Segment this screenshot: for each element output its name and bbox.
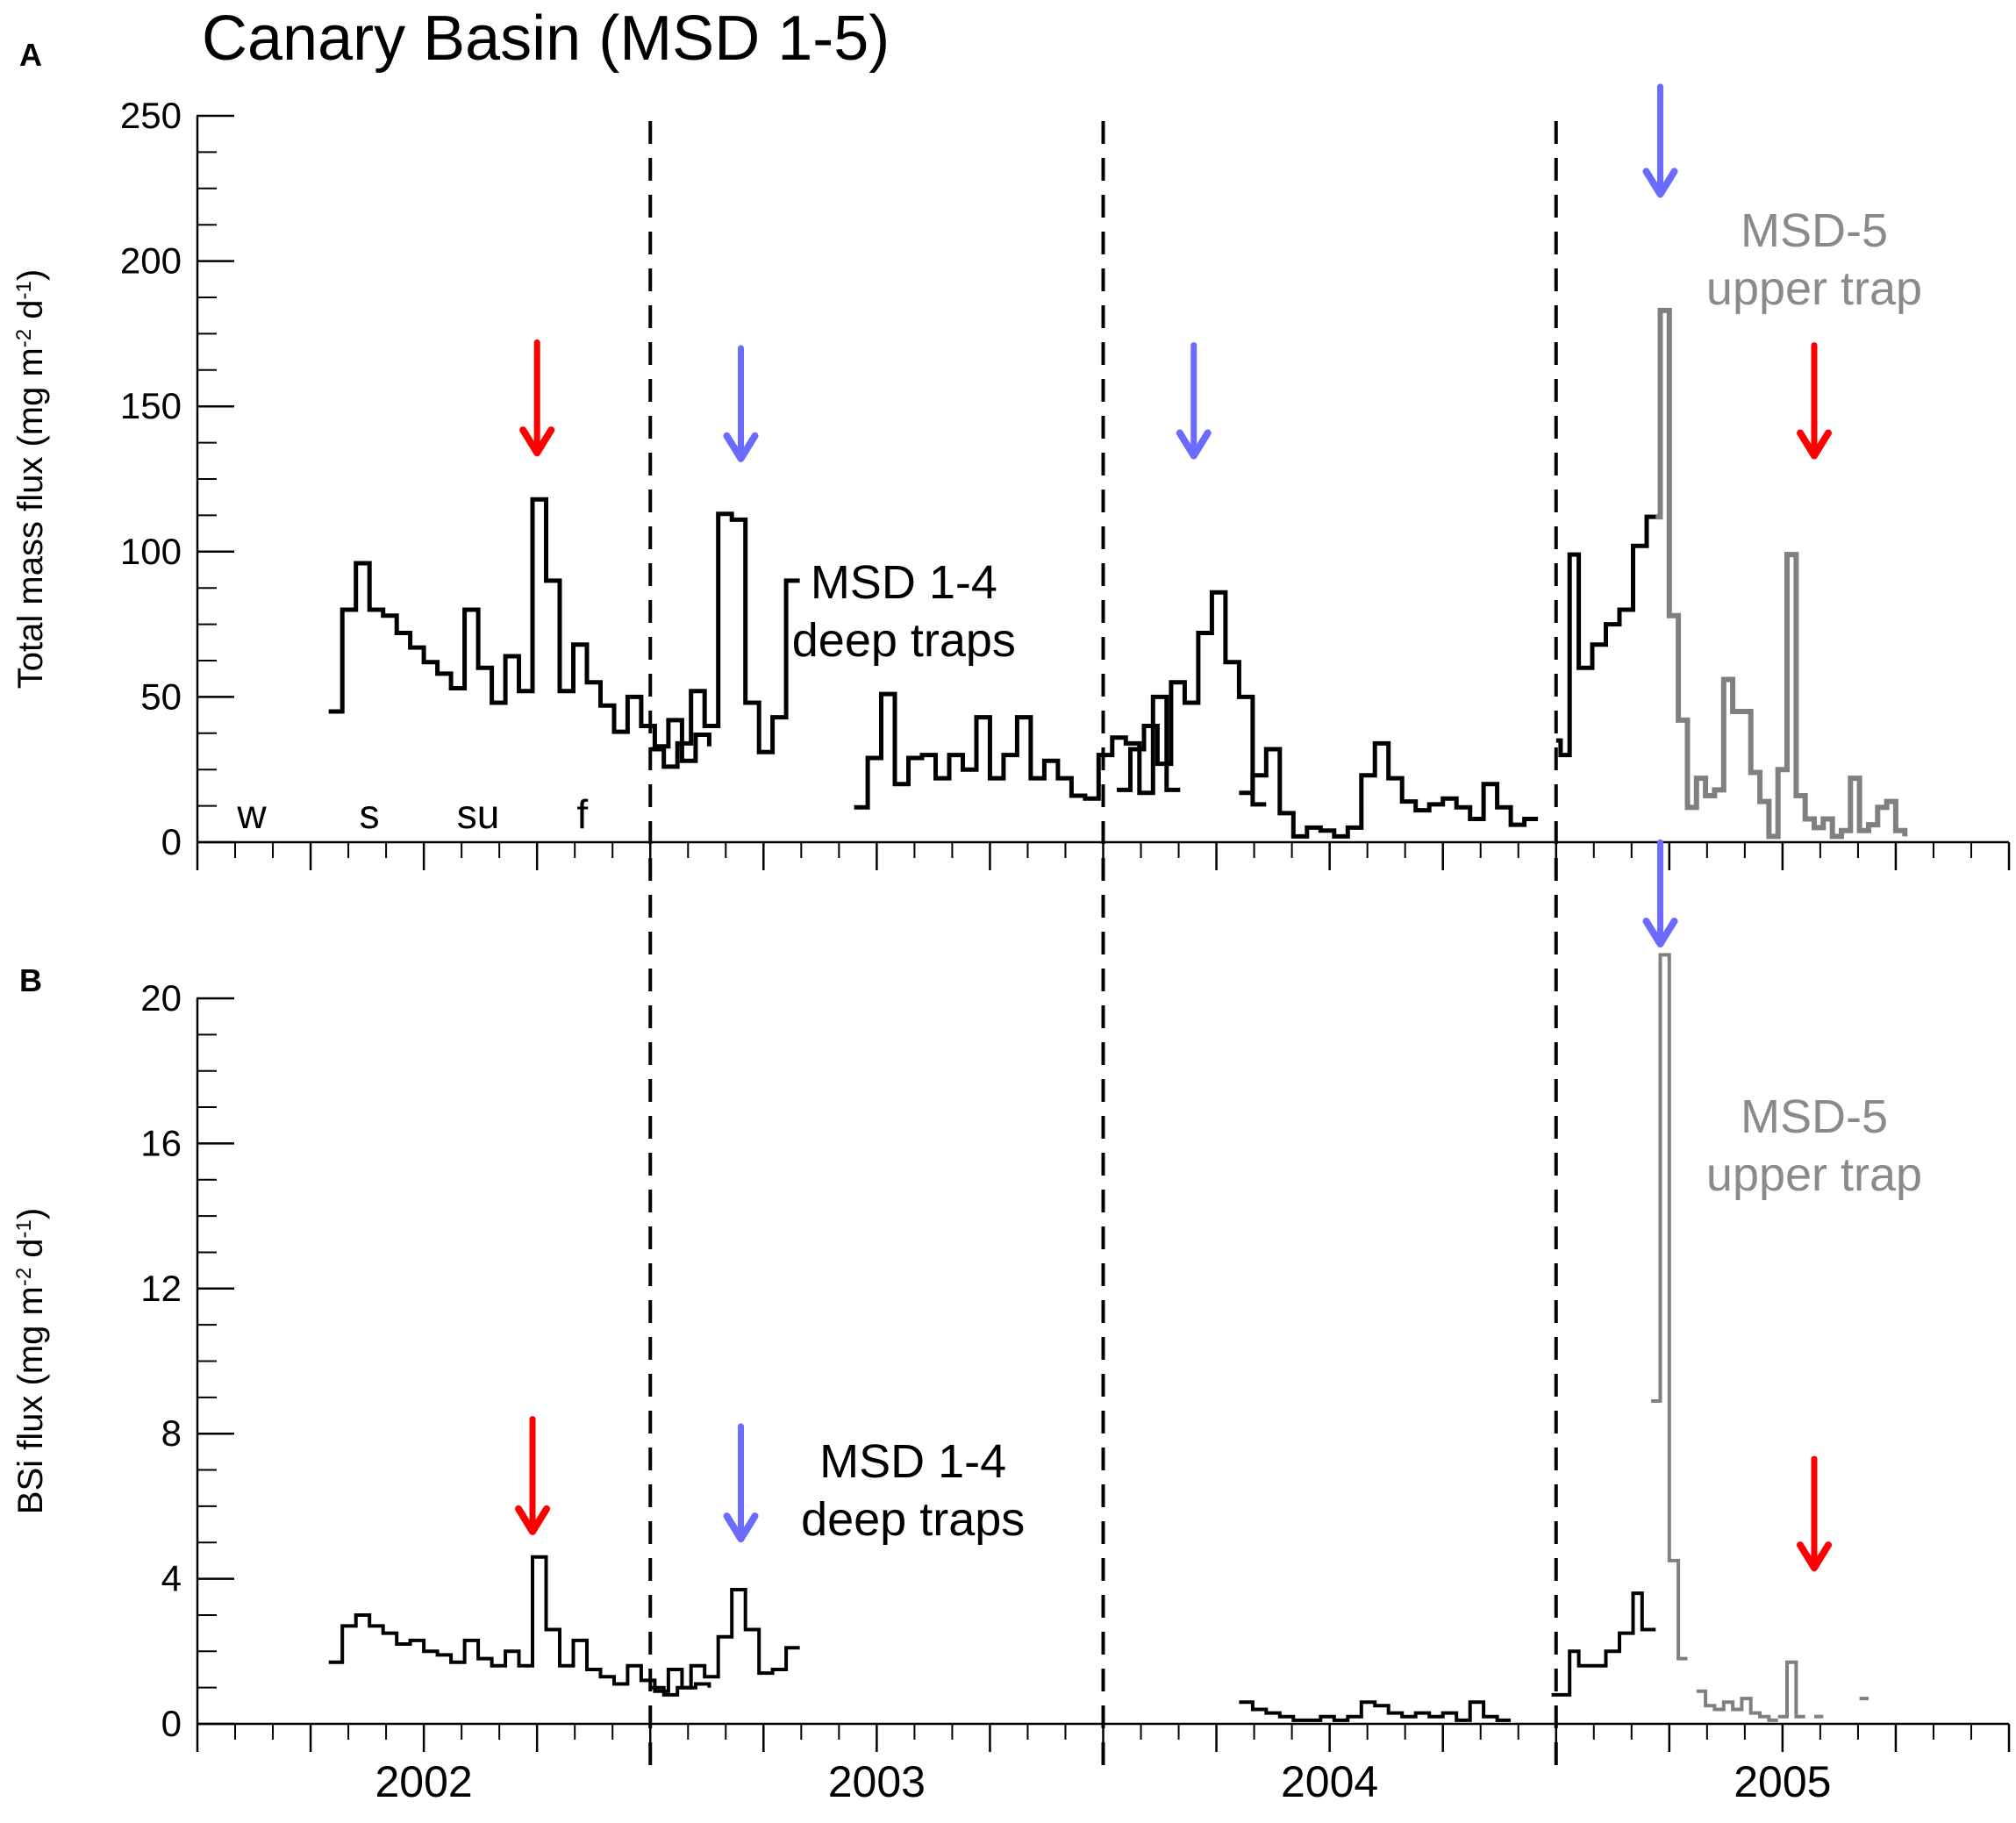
series-msd-5-upper-trap xyxy=(1651,953,1869,1722)
blue-arrow-b xyxy=(1642,839,1678,947)
x-tick-label-year: 2005 xyxy=(1734,1757,1831,1806)
series-msd-1-4-deep-traps xyxy=(328,1555,1656,1722)
red-arrow-b xyxy=(1797,1455,1833,1572)
panel-a: A 0 50 100 150 200 250 Total mass flux (mg m-2 … xyxy=(11,37,2011,870)
panel-b: B 0 4 8 12 16 20 BSi flux (mg m-2 d-1) MSD 1-4de… xyxy=(11,839,2011,1752)
y-tick-label: 100 xyxy=(120,531,182,572)
series-segment xyxy=(1777,1660,1805,1719)
series-segment xyxy=(328,497,711,763)
series-label: upper trap xyxy=(1706,1148,1922,1201)
series-segment xyxy=(1655,307,1908,840)
series-label: upper trap xyxy=(1706,262,1922,315)
blue-arrow-a xyxy=(1176,342,1212,460)
series-segment xyxy=(650,511,800,769)
series-segment xyxy=(650,1588,800,1697)
series-segment xyxy=(328,1555,711,1693)
series-label: deep traps xyxy=(801,1493,1025,1546)
blue-arrow-a xyxy=(1642,83,1678,198)
series-label: MSD 1-4 xyxy=(819,1435,1006,1488)
y-tick-label: 4 xyxy=(161,1558,182,1599)
series-segment xyxy=(1696,1689,1778,1722)
series-label: MSD-5 xyxy=(1741,1090,1888,1143)
series-msd-5-upper-trap xyxy=(1655,307,1908,840)
x-tick-label-year: 2004 xyxy=(1281,1757,1378,1806)
series-segment xyxy=(1239,1700,1512,1722)
blue-arrow-b-head xyxy=(1642,917,1678,947)
series-segment xyxy=(1117,590,1267,807)
series-segment xyxy=(854,691,1181,810)
red-arrow-b-head xyxy=(1797,1541,1833,1572)
blue-arrow-a-head xyxy=(1642,168,1678,198)
blue-arrow-a xyxy=(723,345,759,462)
series-segment xyxy=(1551,1591,1656,1697)
series-label: MSD 1-4 xyxy=(811,556,997,609)
y-tick-label: 0 xyxy=(161,821,182,862)
panel-label-b: B xyxy=(19,962,42,998)
y-axis-label-a: Total mass flux (mg m-2 d-1) xyxy=(11,269,50,689)
blue-arrow-b xyxy=(723,1423,759,1543)
season-label: su xyxy=(457,791,500,837)
season-label: w xyxy=(236,791,267,837)
blue-arrow-a-head xyxy=(1176,429,1212,460)
season-label: f xyxy=(576,791,588,837)
y-tick-label: 150 xyxy=(120,385,182,426)
red-arrow-b xyxy=(515,1416,551,1535)
series-label: MSD-5 xyxy=(1741,204,1888,257)
blue-arrow-a-head xyxy=(723,432,759,462)
series-msd-1-4-deep-traps xyxy=(328,497,1661,839)
y-tick-label: 250 xyxy=(120,95,182,136)
y-tick-label: 8 xyxy=(161,1412,182,1454)
series-segment xyxy=(1239,740,1539,839)
y-tick-label: 0 xyxy=(161,1703,182,1744)
series-segment xyxy=(1555,514,1661,758)
red-arrow-b-head xyxy=(515,1505,551,1535)
season-label: s xyxy=(360,791,380,837)
x-tick-label-year: 2003 xyxy=(828,1757,926,1806)
x-tick-label-year: 2002 xyxy=(375,1757,473,1806)
red-arrow-a xyxy=(1797,342,1833,460)
y-tick-label: 50 xyxy=(140,676,182,717)
y-tick-label: 16 xyxy=(140,1122,182,1163)
series-label: deep traps xyxy=(792,614,1016,667)
y-tick-label: 20 xyxy=(140,977,182,1019)
y-axis-label-b: BSi flux (mg m-2 d-1) xyxy=(11,1208,50,1514)
red-arrow-a-head xyxy=(519,426,555,457)
y-tick-label: 12 xyxy=(140,1268,182,1309)
panel-label-a: A xyxy=(19,37,42,73)
chart-title: Canary Basin (MSD 1-5) xyxy=(202,4,890,74)
blue-arrow-b-head xyxy=(723,1512,759,1543)
shared-annotations: w s su f 2002 2003 2004 2005 xyxy=(236,121,1831,1806)
series-segment xyxy=(1651,953,1688,1661)
red-arrow-a xyxy=(519,339,555,457)
y-tick-label: 200 xyxy=(120,240,182,282)
red-arrow-a-head xyxy=(1797,429,1833,460)
